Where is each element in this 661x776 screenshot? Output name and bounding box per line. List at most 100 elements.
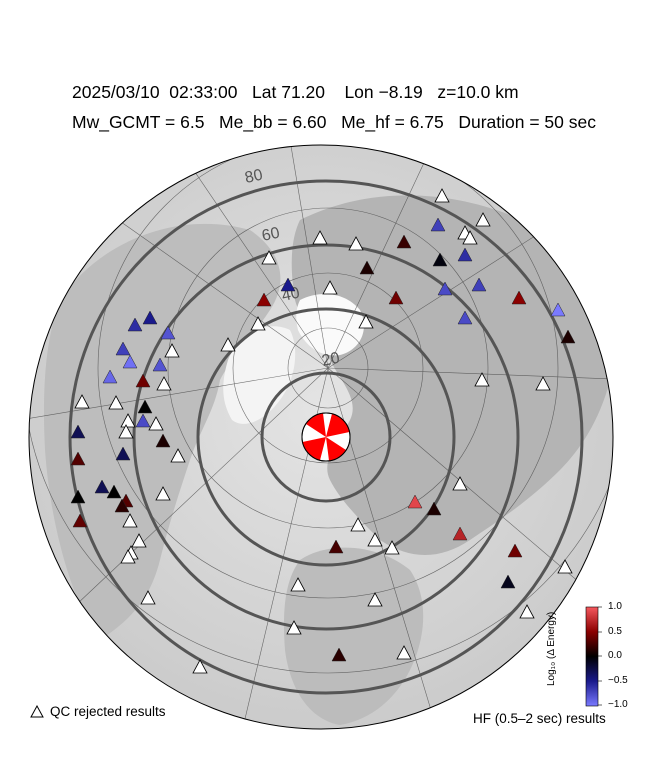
station-rejected-marker <box>322 280 338 295</box>
station-marker <box>280 277 296 292</box>
station-marker <box>256 292 272 307</box>
station-marker <box>457 310 473 325</box>
station-rejected-marker <box>290 577 306 592</box>
station-rejected-marker <box>122 513 138 528</box>
station-rejected-marker <box>155 486 171 501</box>
station-rejected-marker <box>156 376 172 391</box>
station-marker <box>137 399 153 414</box>
station-marker <box>106 484 122 499</box>
legend-band-label: HF (0.5–2 sec) results <box>473 711 606 726</box>
station-rejected-marker <box>312 230 328 245</box>
station-marker <box>550 302 566 317</box>
station-rejected-marker <box>535 376 551 391</box>
distance-ring-label: 20 <box>320 350 341 370</box>
station-rejected-marker <box>74 394 90 409</box>
colorbar-tick: −1.0 <box>608 699 628 710</box>
station-marker <box>155 433 171 448</box>
colorbar-tick: 0.0 <box>608 650 622 661</box>
station-rejected-marker <box>474 372 490 387</box>
legend-rejected-label: QC rejected results <box>50 704 166 719</box>
station-marker <box>122 354 138 369</box>
station-marker <box>560 329 576 344</box>
station-marker <box>452 526 468 541</box>
station-marker <box>407 494 423 509</box>
station-rejected-marker <box>108 395 124 410</box>
station-rejected-marker <box>286 620 302 635</box>
colorbar-tick: 1.0 <box>608 601 622 612</box>
focal-mechanism-beachball <box>301 412 351 462</box>
station-marker <box>160 325 176 340</box>
station-marker <box>135 373 151 388</box>
station-rejected-marker <box>220 337 236 352</box>
station-rejected-marker <box>384 540 400 555</box>
distance-ring <box>260 371 392 503</box>
station-marker <box>94 479 110 494</box>
station-rejected-marker <box>140 590 156 605</box>
colorbar-tick: −0.5 <box>608 675 628 686</box>
station-rejected-marker <box>120 413 136 428</box>
station-rejected-marker <box>462 230 478 245</box>
landmasses <box>43 195 611 725</box>
station-marker <box>430 217 446 232</box>
colorbar-title: Log₁₀ (Δ Energy) <box>546 611 557 686</box>
station-marker <box>471 277 487 292</box>
distance-ring <box>68 179 584 695</box>
station-marker <box>507 543 523 558</box>
station-marker <box>500 574 516 589</box>
station-marker <box>127 317 143 332</box>
station-rejected-marker <box>557 559 573 574</box>
open-triangle-icon <box>30 704 44 718</box>
station-marker <box>102 369 118 384</box>
station-rejected-marker <box>120 549 136 564</box>
colorbar <box>585 606 599 707</box>
colorbar-tick: 0.5 <box>608 626 622 637</box>
station-rejected-marker <box>452 476 468 491</box>
station-rejected-marker <box>348 236 364 251</box>
station-marker <box>135 413 151 428</box>
station-rejected-marker <box>367 532 383 547</box>
station-marker <box>388 290 404 305</box>
distance-ring-label: 80 <box>243 167 264 187</box>
event-info-line: 2025/03/10 02:33:00 Lat 71.20 Lon −8.19 … <box>72 82 519 102</box>
station-rejected-marker <box>434 188 450 203</box>
station-marker <box>152 357 168 372</box>
station-rejected-marker <box>396 645 412 660</box>
distance-ring <box>196 307 456 567</box>
station-marker <box>72 513 88 528</box>
station-marker <box>511 290 527 305</box>
station-rejected-marker <box>519 604 535 619</box>
station-marker <box>328 539 344 554</box>
station-rejected-marker <box>350 517 366 532</box>
station-marker <box>70 451 86 466</box>
station-marker <box>70 489 86 504</box>
distance-ring-label: 60 <box>260 225 281 245</box>
station-rejected-marker <box>118 424 134 439</box>
graticule <box>29 145 613 729</box>
station-rejected-marker <box>170 448 186 463</box>
station-marker <box>70 424 86 439</box>
globe-outline <box>28 144 614 730</box>
station-marker <box>114 498 130 513</box>
station-marker <box>432 252 448 267</box>
station-rejected-marker <box>164 343 180 358</box>
station-marker <box>115 446 131 461</box>
legend-rejected: QC rejected results <box>30 704 166 719</box>
station-marker <box>396 234 412 249</box>
station-markers <box>70 188 576 674</box>
magnitude-info-line: Mw_GCMT = 6.5 Me_bb = 6.60 Me_hf = 6.75 … <box>72 112 596 132</box>
station-rejected-marker <box>250 316 266 331</box>
station-rejected-marker <box>475 212 491 227</box>
station-rejected-marker <box>367 592 383 607</box>
station-marker <box>142 310 158 325</box>
station-rejected-marker <box>192 659 208 674</box>
distance-ring <box>132 243 520 631</box>
station-marker <box>437 281 453 296</box>
station-marker <box>331 647 347 662</box>
station-rejected-marker <box>358 314 374 329</box>
station-rejected-marker <box>148 416 164 431</box>
station-marker <box>115 341 131 356</box>
station-marker <box>359 260 375 275</box>
station-rejected-marker <box>131 533 147 548</box>
